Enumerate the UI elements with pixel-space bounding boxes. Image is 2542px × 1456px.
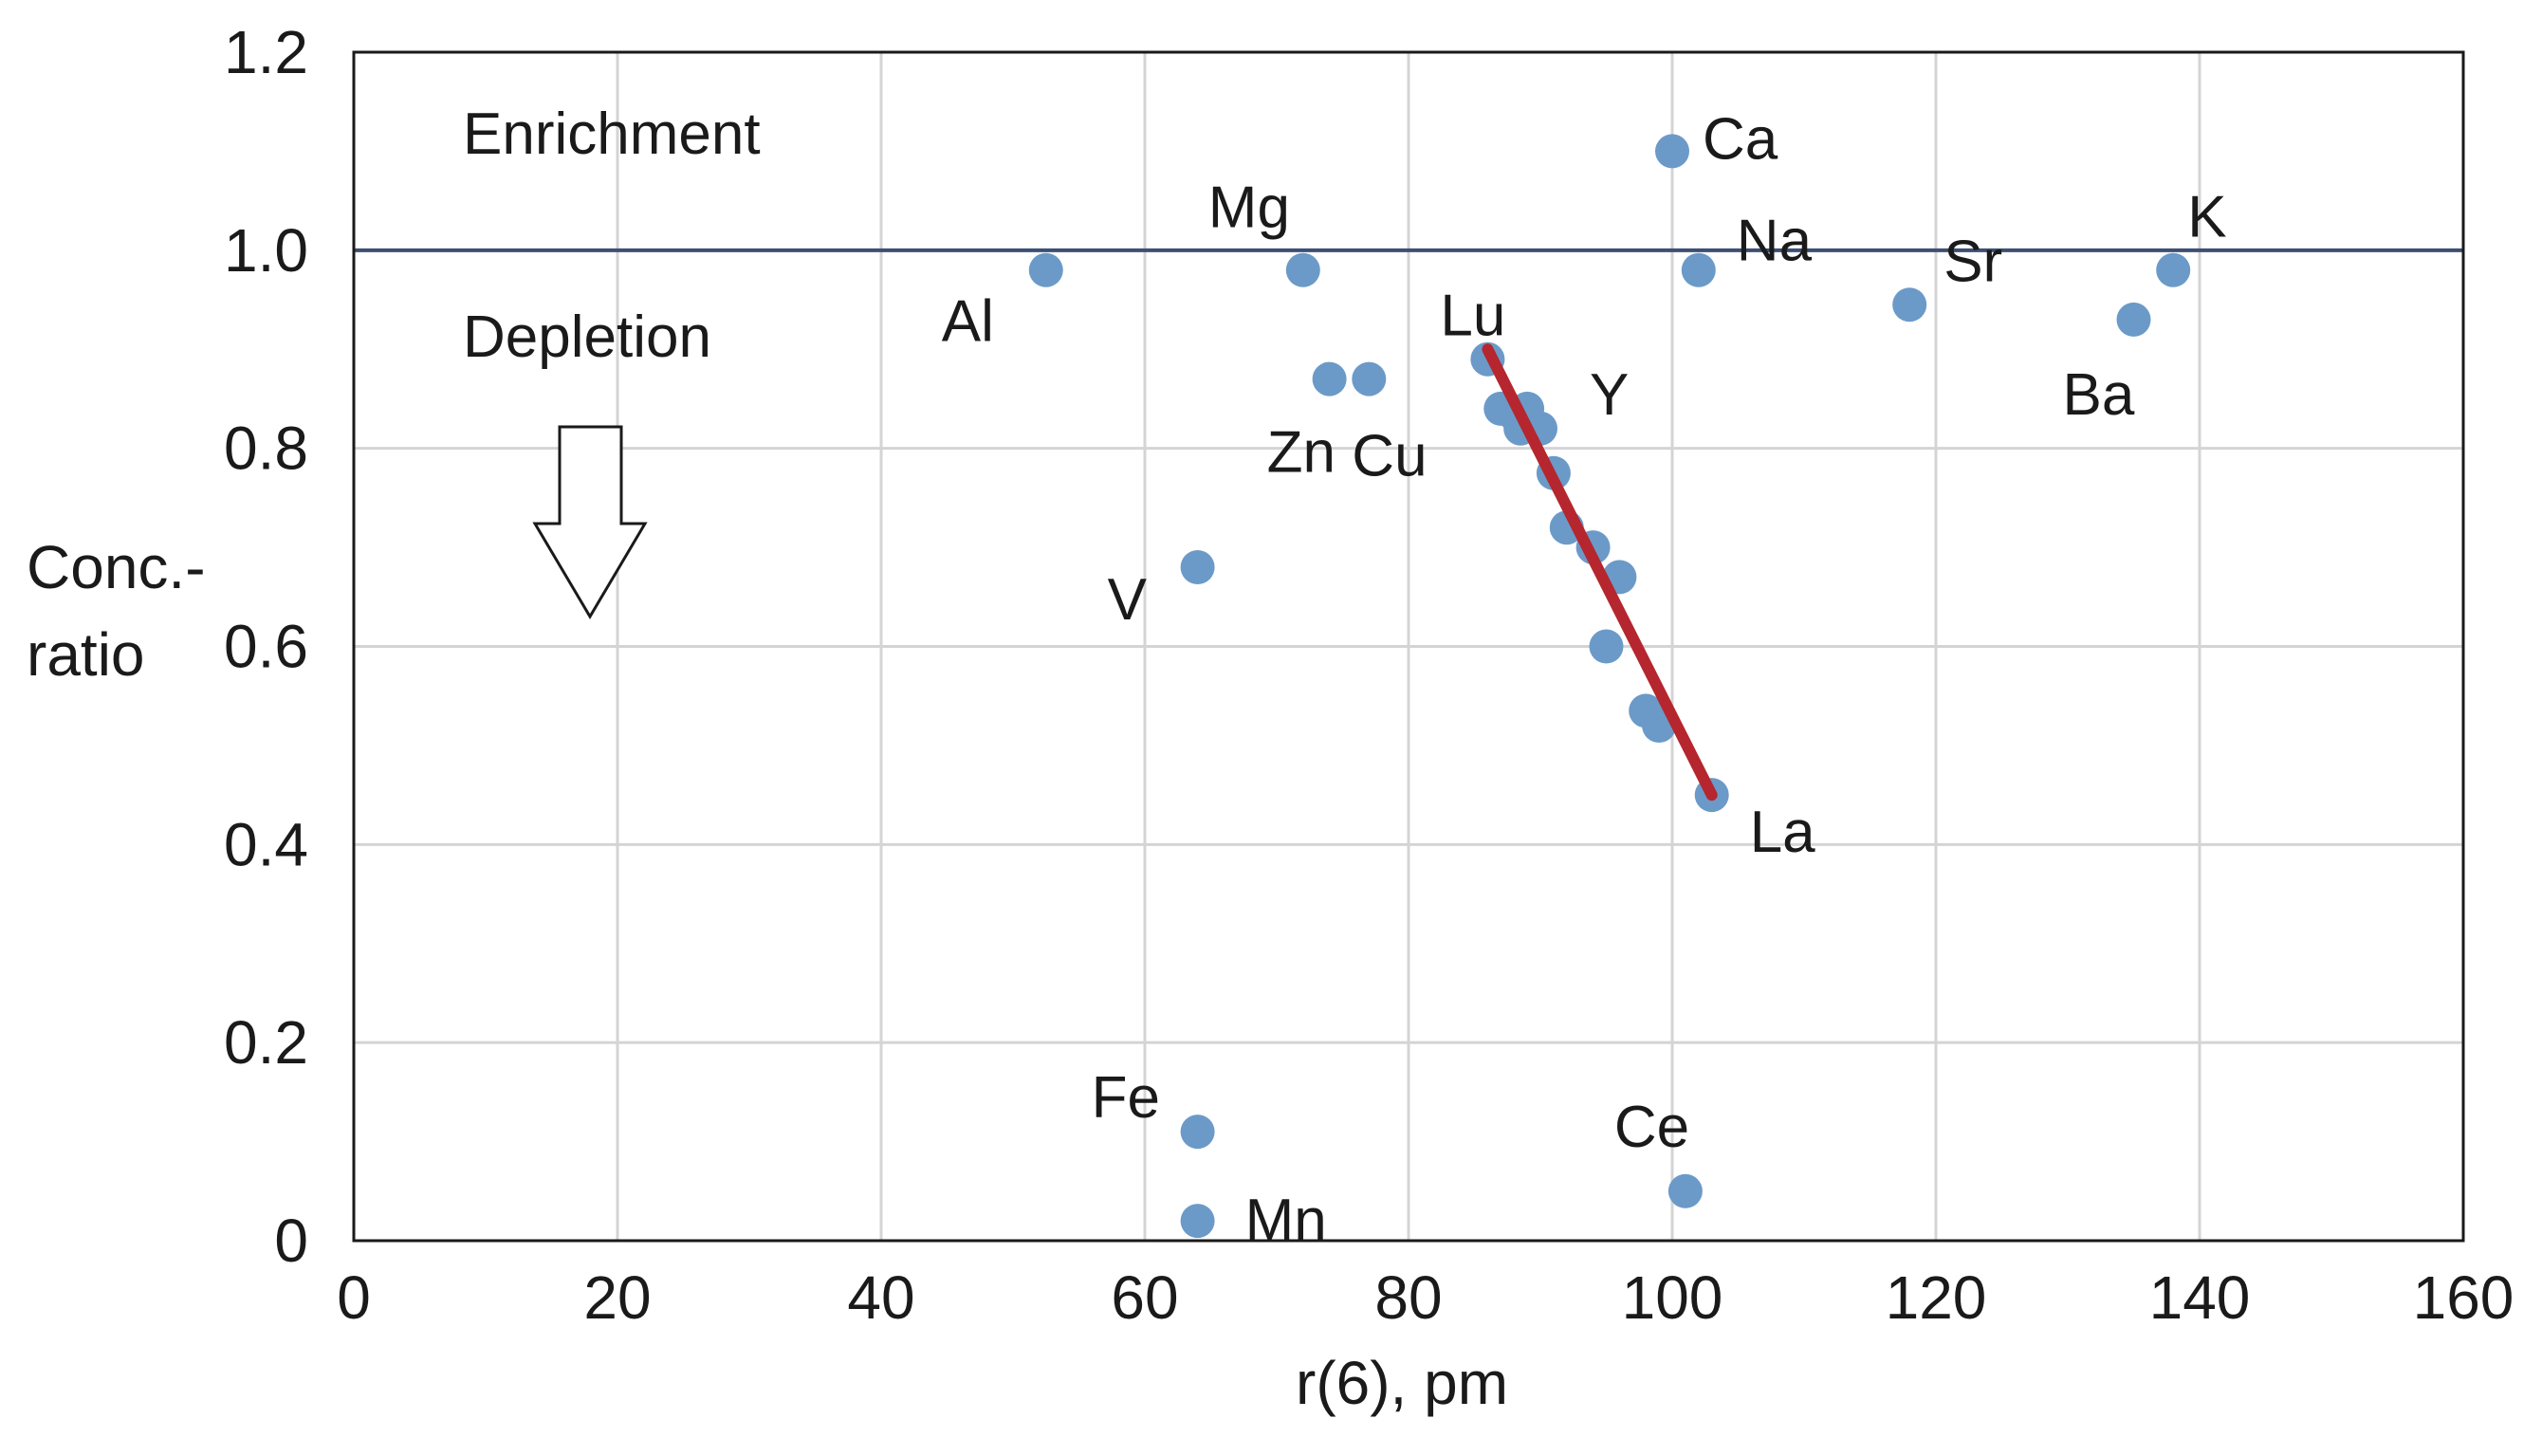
x-axis-title: r(6), pm xyxy=(1296,1349,1508,1417)
x-tick-label: 20 xyxy=(583,1263,651,1332)
data-point-mn xyxy=(1180,1204,1215,1239)
y-axis-title-line2: ratio xyxy=(27,620,145,689)
data-point-na xyxy=(1681,252,1716,287)
data-point-ba xyxy=(2116,302,2151,337)
data-point-ce xyxy=(1667,1173,1703,1208)
y-axis-title-line1: Conc.- xyxy=(27,533,206,601)
points-layer xyxy=(1028,134,2191,1239)
x-tick-label: 100 xyxy=(1622,1263,1723,1332)
point-label-k: K xyxy=(2187,185,2226,250)
data-point-mg xyxy=(1285,252,1320,287)
x-tick-label: 0 xyxy=(337,1263,371,1332)
depletion-arrow-icon xyxy=(532,425,648,619)
point-label-y: Y xyxy=(1590,362,1629,428)
point-label-fe: Fe xyxy=(1092,1065,1160,1131)
trend-line xyxy=(1482,343,1718,802)
point-label-mn: Mn xyxy=(1245,1188,1327,1253)
enrichment-label: Enrichment xyxy=(463,101,761,167)
trend-layer xyxy=(1482,343,1718,802)
point-label-v: V xyxy=(1108,567,1148,633)
data-point-fe xyxy=(1180,1115,1215,1150)
point-label-ce: Ce xyxy=(1614,1095,1689,1160)
point-label-la: La xyxy=(1750,800,1815,865)
y-tick-label: 0.2 xyxy=(224,1008,308,1077)
data-point xyxy=(1589,629,1624,664)
depletion-label: Depletion xyxy=(463,304,711,370)
y-tick-label: 1.2 xyxy=(224,18,308,86)
point-label-al: Al xyxy=(942,289,994,355)
x-tick-label: 120 xyxy=(1886,1263,1987,1332)
point-label-lu: Lu xyxy=(1440,284,1505,349)
data-point-ca xyxy=(1655,134,1689,169)
x-tick-label: 160 xyxy=(2413,1263,2514,1332)
ticks-layer: 0 20 40 60 80 100 120 140 160 0 0.2 0.4 0.6 0.8 1.0 1.2 xyxy=(224,18,2514,1332)
y-tick-label: 0 xyxy=(274,1207,308,1275)
data-point-zn xyxy=(1312,361,1347,396)
y-tick-label: 0.6 xyxy=(224,613,308,681)
y-tick-label: 1.0 xyxy=(224,216,308,285)
x-tick-label: 60 xyxy=(1111,1263,1178,1332)
data-point-al xyxy=(1028,252,1063,287)
x-tick-label: 140 xyxy=(2149,1263,2251,1332)
data-point-k xyxy=(2156,252,2191,287)
point-label-zn: Zn xyxy=(1267,420,1335,486)
y-tick-label: 0.4 xyxy=(224,810,308,878)
labels-layer: Al Mg Zn Cu V Fe Mn Ca Na Sr Ba K Ce Lu Y La xyxy=(942,106,2227,1253)
point-label-ba: Ba xyxy=(2063,362,2135,428)
axis-layer xyxy=(352,50,2465,1243)
plot-frame xyxy=(352,50,2465,1243)
point-label-mg: Mg xyxy=(1208,175,1290,241)
x-tick-label: 80 xyxy=(1374,1263,1442,1332)
point-label-sr: Sr xyxy=(1943,229,2002,294)
data-point-sr xyxy=(1892,287,1927,323)
data-point-cu xyxy=(1352,361,1387,396)
data-point-v xyxy=(1180,549,1215,584)
point-label-ca: Ca xyxy=(1703,106,1778,172)
point-label-na: Na xyxy=(1737,209,1813,274)
grid-layer xyxy=(354,50,2465,1241)
y-tick-label: 0.8 xyxy=(224,415,308,483)
x-tick-label: 40 xyxy=(847,1263,914,1332)
point-label-cu: Cu xyxy=(1352,424,1427,489)
